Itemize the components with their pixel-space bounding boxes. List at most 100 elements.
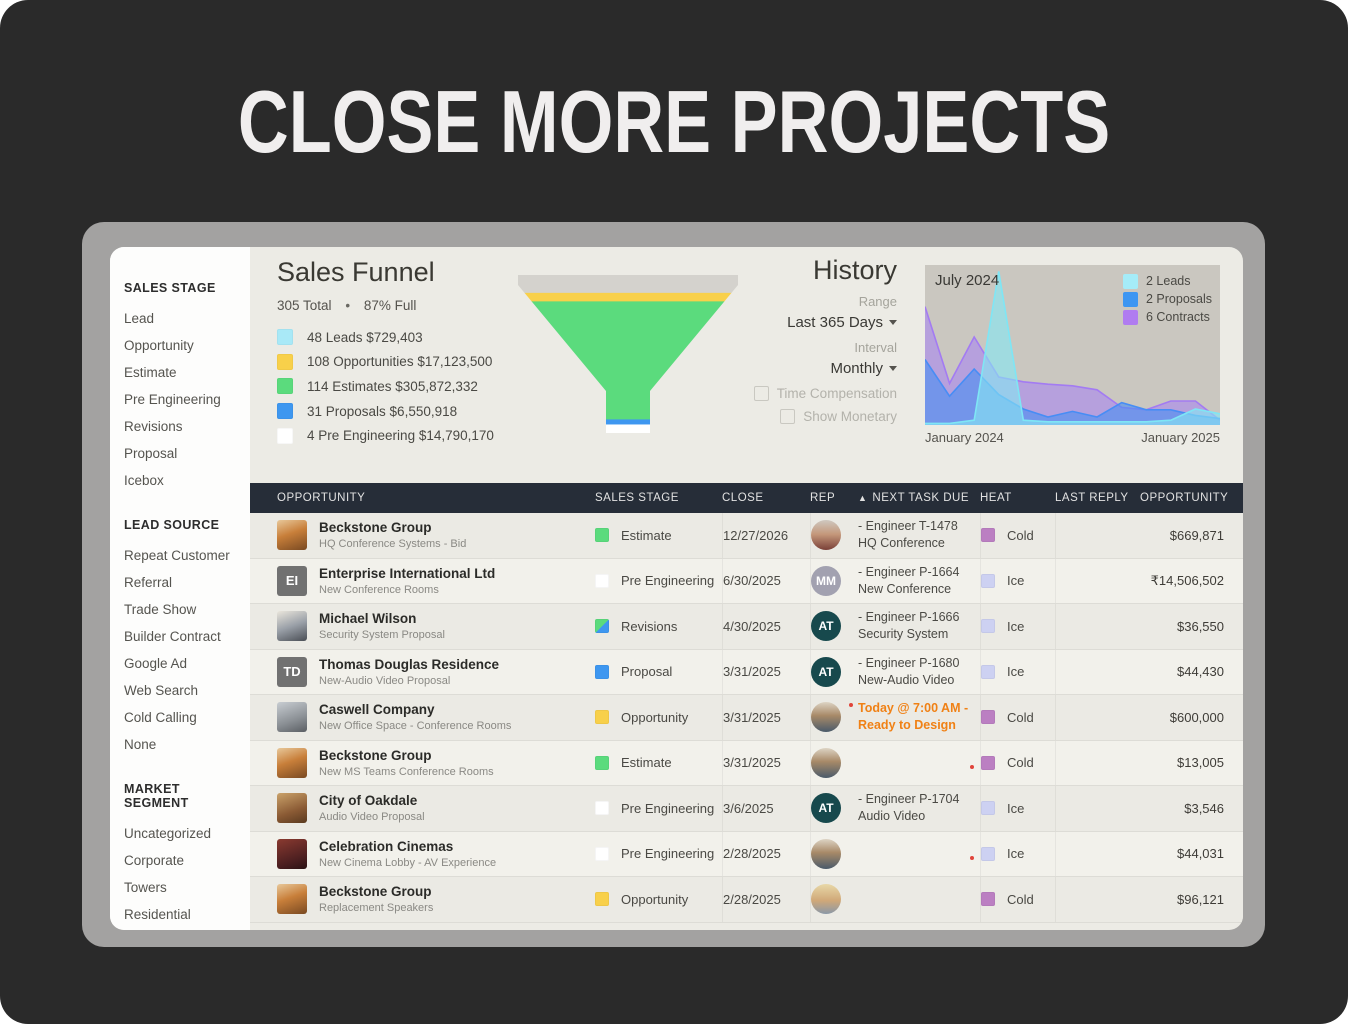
opportunity-cell: Caswell Company New Office Space - Confer… [277,702,595,733]
column-header-sales-stage[interactable]: SALES STAGE [595,492,679,504]
sidebar-item-pre-engineering[interactable]: Pre Engineering [124,392,221,407]
interval-dropdown[interactable]: Monthly [750,360,897,377]
column-header-opportunity[interactable]: OPPORTUNITY [1140,492,1229,504]
close-date-cell: 2/28/2025 [722,831,810,876]
rep-cell [810,877,858,922]
checkbox-show-monetary[interactable]: Show Monetary [750,409,897,424]
sidebar-item-google-ad[interactable]: Google Ad [124,656,188,671]
opportunity-name: Beckstone Group [319,520,432,536]
sidebar-item-proposal[interactable]: Proposal [124,446,178,461]
column-header-close[interactable]: CLOSE [722,492,764,504]
sidebar-item-opportunity[interactable]: Opportunity [124,338,194,353]
sidebar-item-none[interactable]: None [124,737,157,752]
sidebar-item-builder-contract[interactable]: Builder Contract [124,629,221,644]
legend-swatch [277,329,293,346]
next-task-cell: - Engineer P-1664 New Conference [858,564,980,598]
table-row[interactable]: Michael Wilson Security System Proposal Re… [250,604,1243,650]
stage-color-swatch [595,573,609,588]
rep-cell: AT [810,649,858,694]
sidebar-item-estimate[interactable]: Estimate [124,365,177,380]
checkbox-icon[interactable] [753,386,769,401]
sidebar-item-web-search[interactable]: Web Search [124,683,199,698]
sidebar-item-repeat-customer[interactable]: Repeat Customer [124,548,230,563]
table-row[interactable]: Beckstone Group New MS Teams Conference R… [250,740,1243,786]
rep-cell: AT [810,786,858,831]
column-header-last-reply[interactable]: LAST REPLY [1055,492,1129,504]
sidebar-item-residential[interactable]: Residential [124,907,191,922]
legend-swatch [1122,291,1138,307]
sales-stage-cell: Estimate [595,755,722,770]
chart-x-axis: January 2024 January 2025 [925,430,1220,445]
column-header-rep[interactable]: REP [810,492,836,504]
interval-label: Interval [854,340,897,355]
sidebar-section-title: MARKET SEGMENT [124,782,189,810]
range-dropdown[interactable]: Last 365 Days [750,314,897,331]
last-reply-cell [1055,740,1140,785]
legend-label: 4 Pre Engineering $14,790,170 [307,428,494,444]
sales-stage-cell: Pre Engineering [595,846,722,861]
stage-label: Pre Engineering [621,846,715,862]
column-header-next-task-due[interactable]: ▲ NEXT TASK DUE [858,492,970,504]
heat-color-swatch [981,710,995,725]
stage-color-swatch [595,710,609,725]
legend-swatch [277,427,293,444]
main-area: Sales Funnel 305 Total • 87% Full 48 Lea… [250,247,1243,930]
opportunity-name: Michael Wilson [319,611,417,627]
column-header-heat[interactable]: HEAT [980,492,1012,504]
heat-label: Ice [1007,618,1025,634]
heat-cell: Ice [980,786,1055,831]
next-task-cell: - Engineer T-1478 HQ Conference [858,518,980,552]
funnel-legend-item: 48 Leads $729,403 [277,325,494,350]
opportunity-name: Beckstone Group [319,747,432,763]
history-chart-wrap: July 2024 2 Leads 2 Proposals 6 Contracts … [925,265,1220,445]
heat-cell: Cold [980,513,1055,558]
sidebar-item-revisions[interactable]: Revisions [124,419,183,434]
last-reply-cell [1055,786,1140,831]
sidebar-item-icebox[interactable]: Icebox [124,473,164,488]
funnel-chart[interactable] [518,275,738,433]
rep-cell [810,695,858,740]
heat-color-swatch [981,664,995,679]
table-row[interactable]: Beckstone Group Replacement Speakers Oppor… [250,877,1243,923]
sidebar-item-lead[interactable]: Lead [124,311,155,326]
opportunity-cell: City of Oakdale Audio Video Proposal [277,793,595,824]
table-row[interactable]: Beckstone Group HQ Conference Systems - B… [250,513,1243,559]
heat-color-swatch [981,755,995,770]
task-line2: Ready to Design [858,718,956,733]
stage-label: Pre Engineering [621,573,715,589]
last-reply-cell [1055,695,1140,740]
page-title: CLOSE MORE PROJECTS [237,72,1111,171]
last-reply-cell [1055,513,1140,558]
checkbox-time-compensation[interactable]: Time Compensation [750,386,897,401]
legend-label: 2 Proposals [1145,292,1212,306]
sales-stage-cell: Opportunity [595,892,722,907]
chevron-down-icon [889,320,897,325]
table-row[interactable]: TD Thomas Douglas Residence New-Audio Vide… [250,649,1243,695]
task-line1: - Engineer P-1666 [858,610,960,625]
table-row[interactable]: Celebration Cinemas New Cinema Lobby - AV… [250,831,1243,877]
sidebar-item-cold-calling[interactable]: Cold Calling [124,710,197,725]
opportunity-subtitle: Security System Proposal [319,629,445,642]
table-row[interactable]: Caswell Company New Office Space - Confer… [250,695,1243,741]
funnel-full-percent: 87% Full [363,298,417,313]
legend-label: 2 Leads [1145,274,1191,288]
sidebar-item-trade-show[interactable]: Trade Show [124,602,197,617]
sidebar-item-towers[interactable]: Towers [124,880,167,895]
sidebar-item-corporate[interactable]: Corporate [124,853,185,868]
checkbox-icon[interactable] [780,409,796,424]
alert-dot-icon [970,855,974,860]
company-photo-thumbnail [277,702,307,733]
stage-color-swatch [595,892,609,907]
table-row[interactable]: EI Enterprise International Ltd New Confer… [250,558,1243,604]
rep-photo-avatar [811,520,841,551]
company-initials-avatar: TD [277,656,307,687]
sidebar-item-referral[interactable]: Referral [124,575,173,590]
table-row[interactable]: City of Oakdale Audio Video Proposal Pre E… [250,786,1243,832]
rep-cell [810,513,858,558]
legend-swatch [1122,309,1138,325]
history-area-chart[interactable]: July 2024 2 Leads 2 Proposals 6 Contracts [925,265,1220,425]
close-date-cell: 3/6/2025 [722,786,810,831]
sidebar-item-uncategorized[interactable]: Uncategorized [124,826,212,841]
column-header-opportunity[interactable]: OPPORTUNITY [277,492,366,504]
bullet-separator: • [345,298,351,313]
